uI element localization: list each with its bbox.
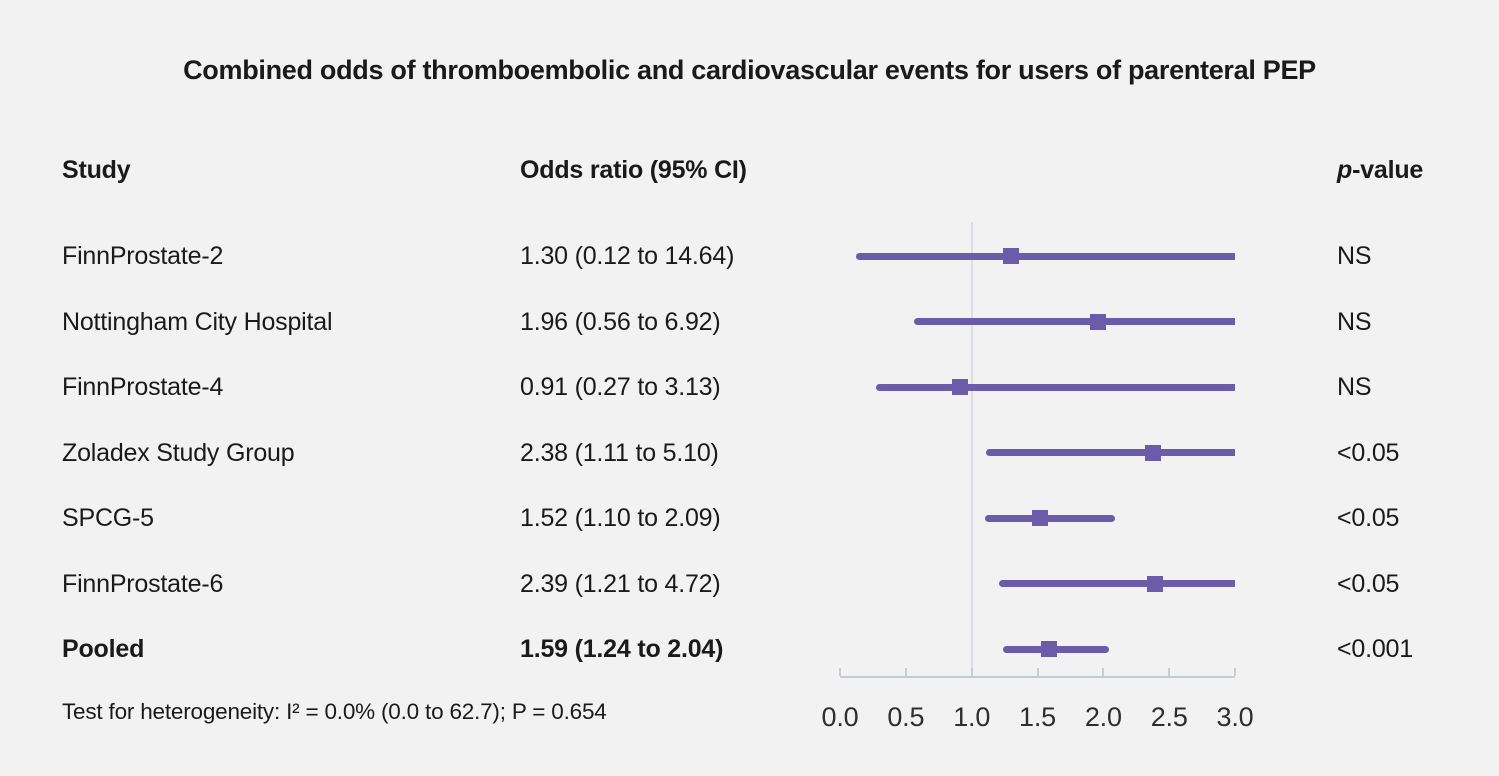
study-name: FinnProstate-6: [62, 569, 224, 598]
heterogeneity-footnote: Test for heterogeneity: I² = 0.0% (0.0 t…: [62, 699, 607, 724]
study-name: SPCG-5: [62, 504, 154, 532]
confidence-interval-line: [913, 318, 1235, 325]
odds-ratio-marker: [1032, 510, 1049, 526]
odds-ratio-marker: [1090, 313, 1107, 330]
confidence-interval-line: [875, 383, 1235, 391]
x-axis-tick-label: 0.5: [887, 702, 925, 732]
study-name: FinnProstate-2: [62, 242, 224, 270]
odds-ratio-marker: [1003, 248, 1020, 264]
study-name: Nottingham City Hospital: [62, 307, 333, 336]
x-axis-tick: [1168, 668, 1171, 676]
confidence-interval-line: [984, 514, 1116, 522]
x-axis-tick-label: 3.0: [1216, 702, 1254, 732]
odds-ratio-value: 1.30 (0.12 to 14.64): [520, 242, 735, 270]
column-header-p-value: p-value: [1337, 153, 1423, 187]
study-name: Zoladex Study Group: [62, 438, 295, 467]
odds-ratio-marker: [1041, 641, 1058, 657]
chart-title: Combined odds of thromboembolic and card…: [183, 55, 1316, 85]
x-axis-tick: [1234, 668, 1236, 676]
odds-ratio-value: 0.91 (0.27 to 3.13): [520, 373, 721, 401]
x-axis-tick: [904, 668, 907, 676]
x-axis-tick-label: 1.0: [953, 702, 991, 732]
column-header-study: Study: [62, 156, 131, 184]
x-axis-baseline: [840, 676, 1235, 678]
odds-ratio-value: 1.96 (0.56 to 6.92): [520, 307, 721, 336]
odds-ratio-value: 1.52 (1.10 to 2.09): [520, 504, 721, 532]
p-value-pooled: <0.001: [1337, 635, 1413, 663]
odds-ratio-marker: [1146, 575, 1163, 592]
study-name-pooled: Pooled: [62, 635, 145, 663]
x-axis-tick-label: 2.0: [1084, 702, 1122, 732]
odds-ratio-marker: [1145, 444, 1162, 461]
p-value: NS: [1337, 242, 1372, 270]
x-axis-tick: [970, 668, 973, 676]
x-axis-tick: [1102, 668, 1105, 676]
x-axis-tick-label: 0.0: [821, 702, 859, 732]
x-axis-tick: [839, 668, 841, 676]
reference-line: [970, 222, 973, 676]
confidence-interval-line: [999, 580, 1235, 587]
x-axis-tick-label: 1.5: [1019, 702, 1056, 732]
p-value: <0.05: [1337, 569, 1400, 598]
p-value-header-italic: p: [1337, 156, 1353, 184]
confidence-interval-line: [986, 449, 1235, 456]
p-value: <0.05: [1337, 438, 1400, 467]
column-header-odds-ratio: Odds ratio (95% CI): [520, 156, 747, 184]
x-axis-tick-label: 2.5: [1150, 702, 1188, 732]
study-name: FinnProstate-4: [62, 373, 224, 401]
odds-ratio-value: 2.38 (1.11 to 5.10): [520, 438, 719, 467]
confidence-interval-line: [855, 252, 1235, 260]
p-value: NS: [1337, 307, 1372, 336]
odds-ratio-marker: [951, 379, 968, 395]
p-value-header-rest: -value: [1352, 156, 1424, 184]
odds-ratio-value-pooled: 1.59 (1.24 to 2.04): [520, 635, 724, 663]
p-value: NS: [1337, 373, 1372, 401]
x-axis-tick: [1036, 668, 1039, 676]
odds-ratio-value: 2.39 (1.21 to 4.72): [520, 569, 721, 598]
p-value: <0.05: [1337, 504, 1400, 532]
